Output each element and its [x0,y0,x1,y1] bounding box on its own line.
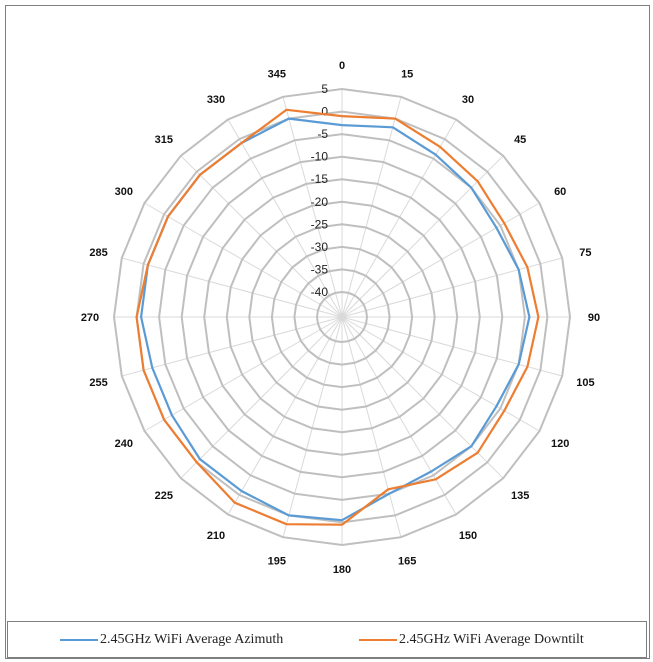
angle-label: 270 [81,312,99,324]
spoke-line [341,316,504,479]
legend-label-azimuth: 2.45GHz WiFi Average Azimuth [100,632,284,647]
radial-tick-label: -40 [311,285,329,299]
grid-ring [112,87,572,547]
grid-ring [203,178,481,456]
radar-grid [112,87,572,547]
spoke-line [180,316,343,479]
spoke-line [341,202,540,318]
spoke-line [341,316,563,377]
angle-label: 240 [115,438,133,450]
grid-ring [315,290,369,344]
angle-label: 210 [207,530,225,542]
radar-chart: 50-5-10-15-20-25-30-35-40 01530456075901… [81,60,600,576]
angle-label: 180 [333,564,351,576]
legend-item-downtilt[interactable]: 2.45GHz WiFi Average Downtilt [359,632,584,648]
angle-label: 135 [511,490,529,502]
radial-tick-label: 5 [321,82,328,96]
radial-tick-label: -15 [311,172,329,186]
angle-label: 30 [462,94,474,106]
series-lines [135,108,540,526]
spoke-line [144,316,343,432]
spoke-line [121,257,343,318]
grid-ring [270,245,414,389]
grid-ring [293,268,391,366]
angle-label: 300 [115,186,133,198]
spoke-line [341,316,540,432]
angle-label: 165 [398,555,416,567]
spoke-line [341,119,457,318]
angle-label: 345 [268,69,286,81]
angle-label: 330 [207,94,225,106]
grid-ring [158,133,526,501]
legend-label-downtilt: 2.45GHz WiFi Average Downtilt [399,632,584,647]
angle-label: 15 [401,69,413,81]
grid-ring [225,200,459,434]
legend-item-azimuth[interactable]: 2.45GHz WiFi Average Azimuth [60,632,283,648]
spoke-line [227,316,343,515]
radial-tick-label: -20 [311,195,329,209]
angle-labels: 0 15 30 45 60 75 90 105 120 135 150 165 180 195 210 225… [81,60,600,576]
angle-label: 90 [588,312,600,324]
grid-ring [135,110,549,524]
angle-label: 255 [89,377,107,389]
radial-tick-label: -10 [311,150,329,164]
legend-swatch-azimuth [60,639,98,641]
grid-ring [248,223,436,411]
spoke-line [341,316,457,515]
chart-frame: 5 0 -5 -10 -15 -20 -25 -30 -35 -40 0 15 30 45 60 75 90 1… [5,5,650,659]
spoke-line [341,316,402,538]
angle-label: 45 [514,134,526,146]
radial-tick-label: -25 [311,217,329,231]
angle-label: 150 [459,530,477,542]
series-line-azimuth [140,117,531,522]
radial-tick-label: -35 [311,262,329,276]
angle-label: 225 [155,490,173,502]
grid-ring [180,155,504,479]
spoke-line [121,316,343,377]
spoke-line [282,96,343,318]
radial-tick-label: 0 [321,105,328,119]
angle-label: 195 [268,555,286,567]
angle-label: 60 [554,186,566,198]
spoke-line [180,155,343,318]
spoke-line [341,96,402,318]
spoke-line [144,202,343,318]
angle-label: 75 [579,247,591,259]
angle-label: 120 [551,438,569,450]
angle-label: 105 [576,377,594,389]
series-line-downtilt [135,108,540,526]
legend-swatch-downtilt [359,639,397,641]
angle-label: 315 [155,134,173,146]
angle-label: 285 [89,247,107,259]
radial-tick-labels: 5 0 -5 -10 -15 -20 -25 -30 -35 -40 [311,82,329,299]
radial-tick-label: -5 [317,127,328,141]
angle-label: 0 [339,60,345,72]
legend: 2.45GHz WiFi Average Azimuth 2.45GHz WiF… [7,621,647,658]
spoke-line [227,119,343,318]
spoke-line [282,316,343,538]
radial-tick-label: -30 [311,240,329,254]
spoke-line [341,155,504,318]
spoke-line [341,257,563,318]
